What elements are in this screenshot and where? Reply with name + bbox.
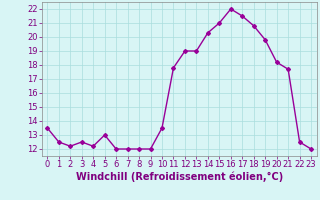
X-axis label: Windchill (Refroidissement éolien,°C): Windchill (Refroidissement éolien,°C) — [76, 172, 283, 182]
